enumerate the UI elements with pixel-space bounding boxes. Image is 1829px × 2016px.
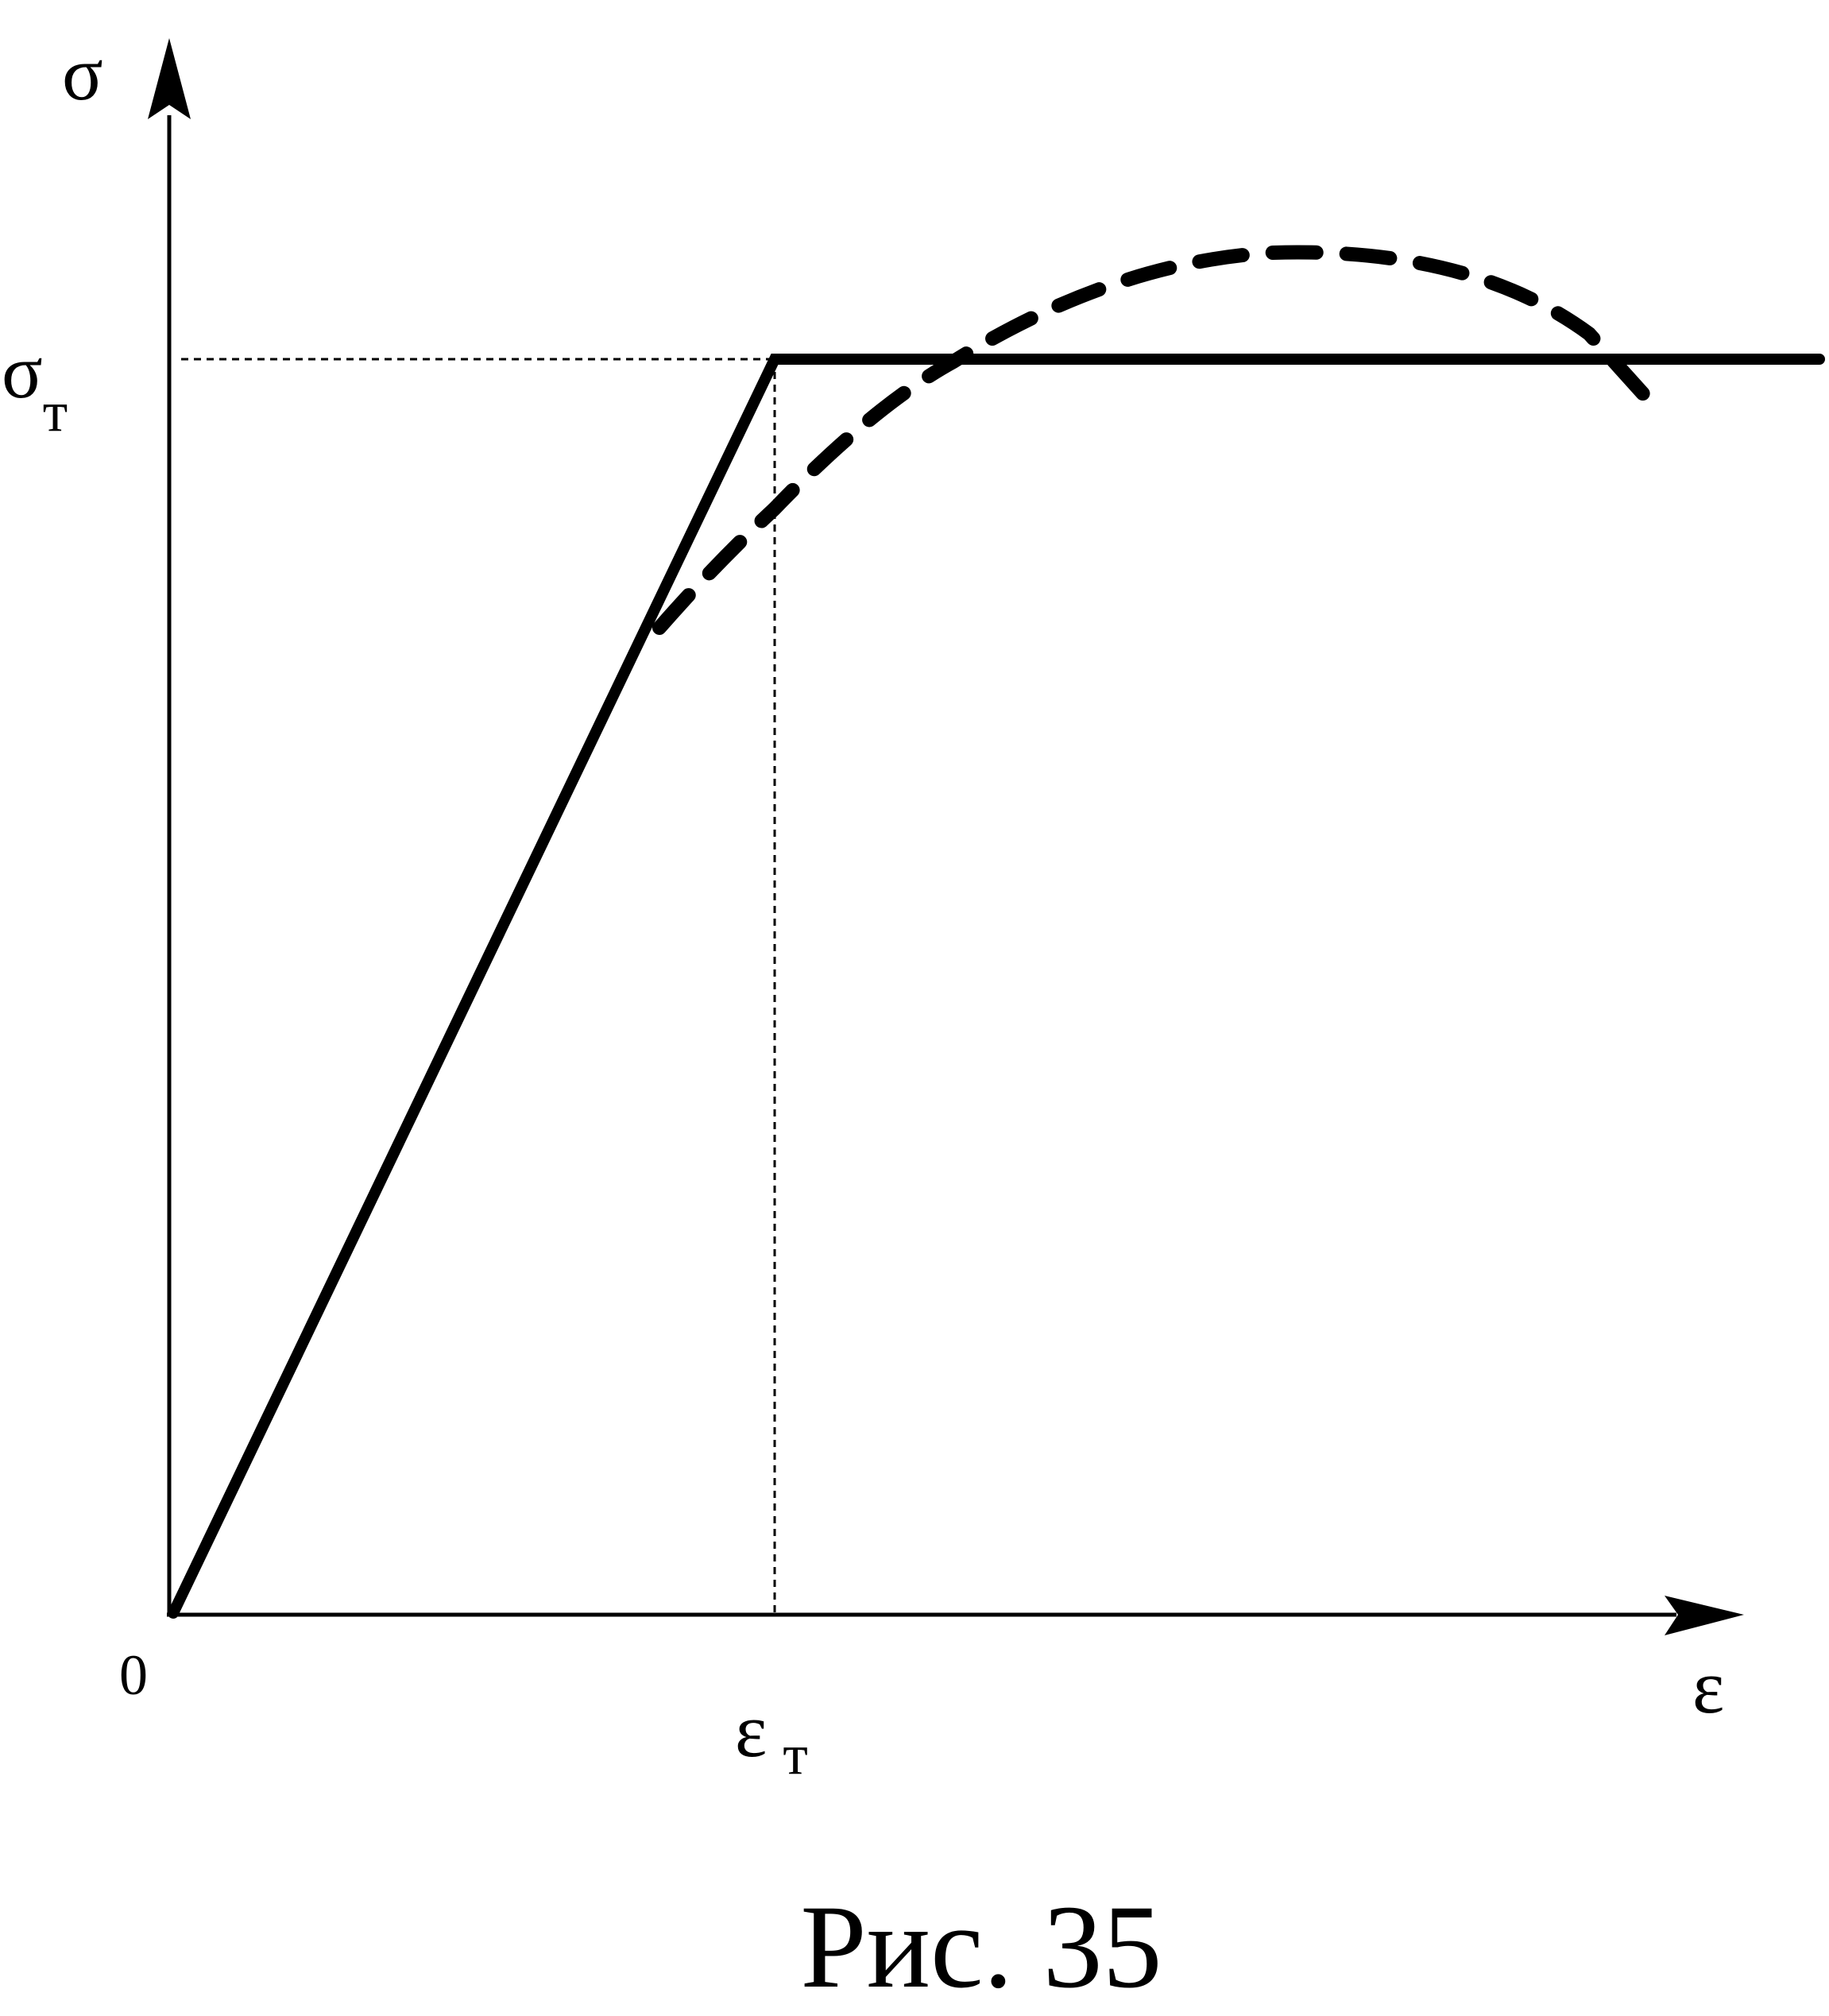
x-axis-label: ε [1692,1644,1724,1729]
x-axis-arrowhead [1665,1596,1744,1635]
y-axis-arrowhead [148,38,191,119]
yield-stress-symbol: σ [2,329,43,414]
real-material-curve [652,245,1668,635]
yield-stress-label: σт [2,329,68,443]
origin-label: 0 [119,1643,148,1707]
yield-strain-subscript: т [783,1723,807,1786]
y-axis-label: σ [62,31,103,116]
yield-stress-subscript: т [43,380,68,443]
yield-strain-symbol: ε [735,1688,767,1773]
figure-caption: Рис. 35 [800,1881,1162,2013]
ideal-elastic-plastic-curve [168,354,1825,1619]
